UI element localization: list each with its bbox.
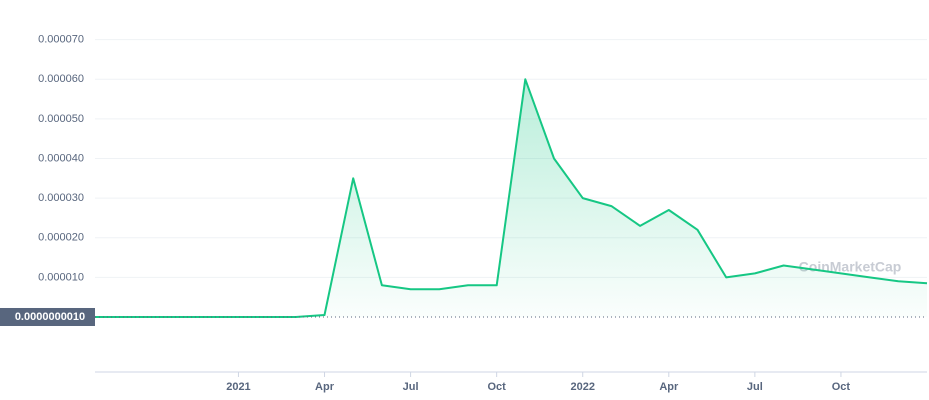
y-tick-label: 0.000030 <box>38 192 84 204</box>
area <box>95 79 927 317</box>
y-tick-label: 0.000050 <box>38 113 84 125</box>
y-tick-label: 0.000020 <box>38 232 84 244</box>
x-tick-label: 2021 <box>226 381 250 393</box>
x-tick-label: Oct <box>832 381 851 393</box>
y-tick-label: 0.000070 <box>38 34 84 46</box>
y-tick-label: 0.000040 <box>38 152 84 164</box>
price-badge <box>0 307 95 326</box>
x-tick-label: Apr <box>315 381 335 393</box>
price-label: 0.0000000010 <box>15 311 85 323</box>
y-tick-label: 0.000010 <box>38 271 84 283</box>
x-tick-label: 2022 <box>570 381 594 393</box>
y-tick-label: 0.000060 <box>38 73 84 85</box>
x-tick-label: Oct <box>487 381 506 393</box>
price-line <box>95 78 928 318</box>
x-tick-label: Jul <box>403 381 419 393</box>
x-tick-label: Apr <box>659 381 679 393</box>
x-tick-label: Jul <box>747 381 763 393</box>
